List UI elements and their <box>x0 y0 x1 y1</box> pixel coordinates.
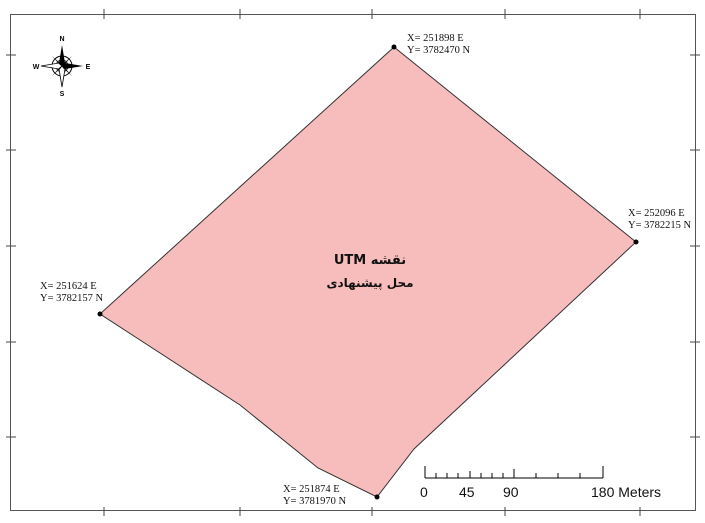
coord-north-y: Y= 3782470 N <box>407 45 471 56</box>
coord-north: X= 251898 E Y= 3782470 N <box>407 33 470 57</box>
coord-south-x: X= 251874 E <box>283 484 340 495</box>
vertex-east <box>633 239 639 245</box>
map-title-line1: نقشه UTM <box>333 253 407 268</box>
vertex-west <box>97 311 103 317</box>
coord-south: X= 251874 E Y= 3781970 N <box>283 484 346 508</box>
map-title-line2: محل پیشنهادی <box>326 276 414 290</box>
vertex-north <box>391 44 397 50</box>
compass-n-label: N <box>59 36 64 43</box>
compass-rose-icon <box>40 45 83 88</box>
scale-label-45: 45 <box>459 484 475 500</box>
coord-east-x: X= 252096 E <box>628 208 685 219</box>
scale-label-90: 90 <box>503 484 519 500</box>
coord-west-y: Y= 3782157 N <box>40 293 104 304</box>
scale-bar <box>424 466 604 479</box>
scale-label-0: 0 <box>420 484 428 500</box>
site-polygon <box>99 46 637 498</box>
coord-west: X= 251624 E Y= 3782157 N <box>40 281 103 305</box>
compass-w-label: W <box>33 64 40 71</box>
map-title: نقشه UTM محل پیشنهادی <box>300 253 440 290</box>
coord-south-y: Y= 3781970 N <box>283 496 347 507</box>
scale-label-180: 180 Meters <box>591 484 662 500</box>
coord-west-x: X= 251624 E <box>40 281 97 292</box>
coord-east: X= 252096 E Y= 3782215 N <box>628 208 691 232</box>
coord-east-y: Y= 3782215 N <box>628 220 692 231</box>
compass-s-label: S <box>60 91 65 98</box>
compass-e-label: E <box>86 64 91 71</box>
vertex-south <box>374 494 380 500</box>
frame-ticks <box>6 9 700 516</box>
coord-north-x: X= 251898 E <box>407 33 464 44</box>
